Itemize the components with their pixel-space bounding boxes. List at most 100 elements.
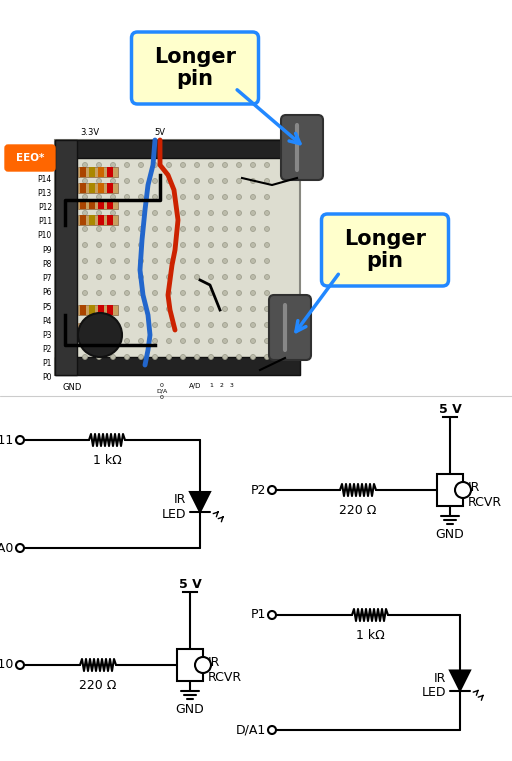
Circle shape bbox=[195, 211, 200, 215]
Circle shape bbox=[265, 307, 269, 311]
Circle shape bbox=[111, 307, 116, 311]
Bar bbox=[78, 215, 118, 225]
Circle shape bbox=[195, 259, 200, 263]
Bar bbox=[89, 215, 95, 225]
Circle shape bbox=[237, 195, 242, 199]
Circle shape bbox=[166, 163, 172, 167]
Text: D/A0: D/A0 bbox=[0, 542, 14, 555]
Circle shape bbox=[181, 291, 185, 295]
Circle shape bbox=[265, 259, 269, 263]
Text: D/A1: D/A1 bbox=[236, 724, 266, 737]
Circle shape bbox=[139, 243, 143, 247]
Circle shape bbox=[111, 195, 116, 199]
Bar bbox=[78, 199, 118, 209]
FancyBboxPatch shape bbox=[132, 32, 259, 104]
Circle shape bbox=[208, 275, 214, 279]
Circle shape bbox=[96, 275, 101, 279]
Text: IR
LED: IR LED bbox=[421, 671, 446, 699]
Circle shape bbox=[82, 355, 88, 359]
Bar bbox=[80, 323, 86, 333]
Circle shape bbox=[139, 179, 143, 183]
Circle shape bbox=[208, 323, 214, 327]
Text: P2: P2 bbox=[251, 483, 266, 496]
Bar bbox=[437, 474, 463, 506]
Text: GND: GND bbox=[62, 383, 82, 392]
Circle shape bbox=[195, 323, 200, 327]
Circle shape bbox=[195, 291, 200, 295]
Circle shape bbox=[139, 291, 143, 295]
Circle shape bbox=[153, 355, 158, 359]
Text: P11: P11 bbox=[0, 434, 14, 447]
Circle shape bbox=[96, 227, 101, 231]
Circle shape bbox=[153, 227, 158, 231]
Circle shape bbox=[166, 291, 172, 295]
Circle shape bbox=[268, 611, 276, 619]
Text: P5: P5 bbox=[42, 303, 52, 311]
Text: 0
D/A
0: 0 D/A 0 bbox=[156, 383, 167, 400]
Circle shape bbox=[153, 339, 158, 343]
Polygon shape bbox=[450, 670, 470, 690]
Circle shape bbox=[223, 243, 227, 247]
Circle shape bbox=[111, 275, 116, 279]
Circle shape bbox=[139, 339, 143, 343]
Circle shape bbox=[208, 227, 214, 231]
Circle shape bbox=[181, 211, 185, 215]
Text: P14: P14 bbox=[38, 175, 52, 183]
Circle shape bbox=[124, 195, 130, 199]
Circle shape bbox=[153, 211, 158, 215]
Circle shape bbox=[195, 355, 200, 359]
Circle shape bbox=[111, 163, 116, 167]
Text: A/D: A/D bbox=[189, 383, 201, 389]
Circle shape bbox=[250, 355, 255, 359]
Circle shape bbox=[82, 259, 88, 263]
Circle shape bbox=[181, 339, 185, 343]
Circle shape bbox=[250, 243, 255, 247]
Bar bbox=[89, 305, 95, 315]
Bar bbox=[89, 323, 95, 333]
Circle shape bbox=[111, 211, 116, 215]
Circle shape bbox=[124, 259, 130, 263]
Circle shape bbox=[265, 339, 269, 343]
Bar bbox=[55, 140, 300, 158]
Circle shape bbox=[96, 163, 101, 167]
Circle shape bbox=[111, 179, 116, 183]
Circle shape bbox=[250, 211, 255, 215]
Circle shape bbox=[250, 227, 255, 231]
Polygon shape bbox=[190, 492, 210, 512]
Bar bbox=[98, 215, 104, 225]
Bar bbox=[78, 305, 118, 315]
Circle shape bbox=[166, 355, 172, 359]
Circle shape bbox=[250, 259, 255, 263]
Text: P12: P12 bbox=[38, 203, 52, 212]
Text: P9: P9 bbox=[42, 246, 52, 255]
Circle shape bbox=[237, 307, 242, 311]
Circle shape bbox=[139, 323, 143, 327]
Circle shape bbox=[111, 339, 116, 343]
Circle shape bbox=[250, 163, 255, 167]
Circle shape bbox=[265, 355, 269, 359]
Circle shape bbox=[195, 657, 211, 673]
Circle shape bbox=[139, 355, 143, 359]
Circle shape bbox=[195, 227, 200, 231]
Circle shape bbox=[111, 291, 116, 295]
Circle shape bbox=[223, 211, 227, 215]
Text: P3: P3 bbox=[42, 331, 52, 340]
Circle shape bbox=[265, 275, 269, 279]
Bar bbox=[107, 215, 113, 225]
Circle shape bbox=[111, 227, 116, 231]
Circle shape bbox=[208, 339, 214, 343]
Circle shape bbox=[124, 211, 130, 215]
Circle shape bbox=[265, 179, 269, 183]
Circle shape bbox=[250, 195, 255, 199]
Circle shape bbox=[96, 355, 101, 359]
Circle shape bbox=[250, 323, 255, 327]
Circle shape bbox=[208, 259, 214, 263]
Bar bbox=[80, 183, 86, 193]
Circle shape bbox=[223, 355, 227, 359]
Circle shape bbox=[153, 259, 158, 263]
Circle shape bbox=[166, 323, 172, 327]
Bar bbox=[98, 323, 104, 333]
Bar bbox=[80, 167, 86, 177]
Circle shape bbox=[153, 163, 158, 167]
Circle shape bbox=[455, 482, 471, 498]
